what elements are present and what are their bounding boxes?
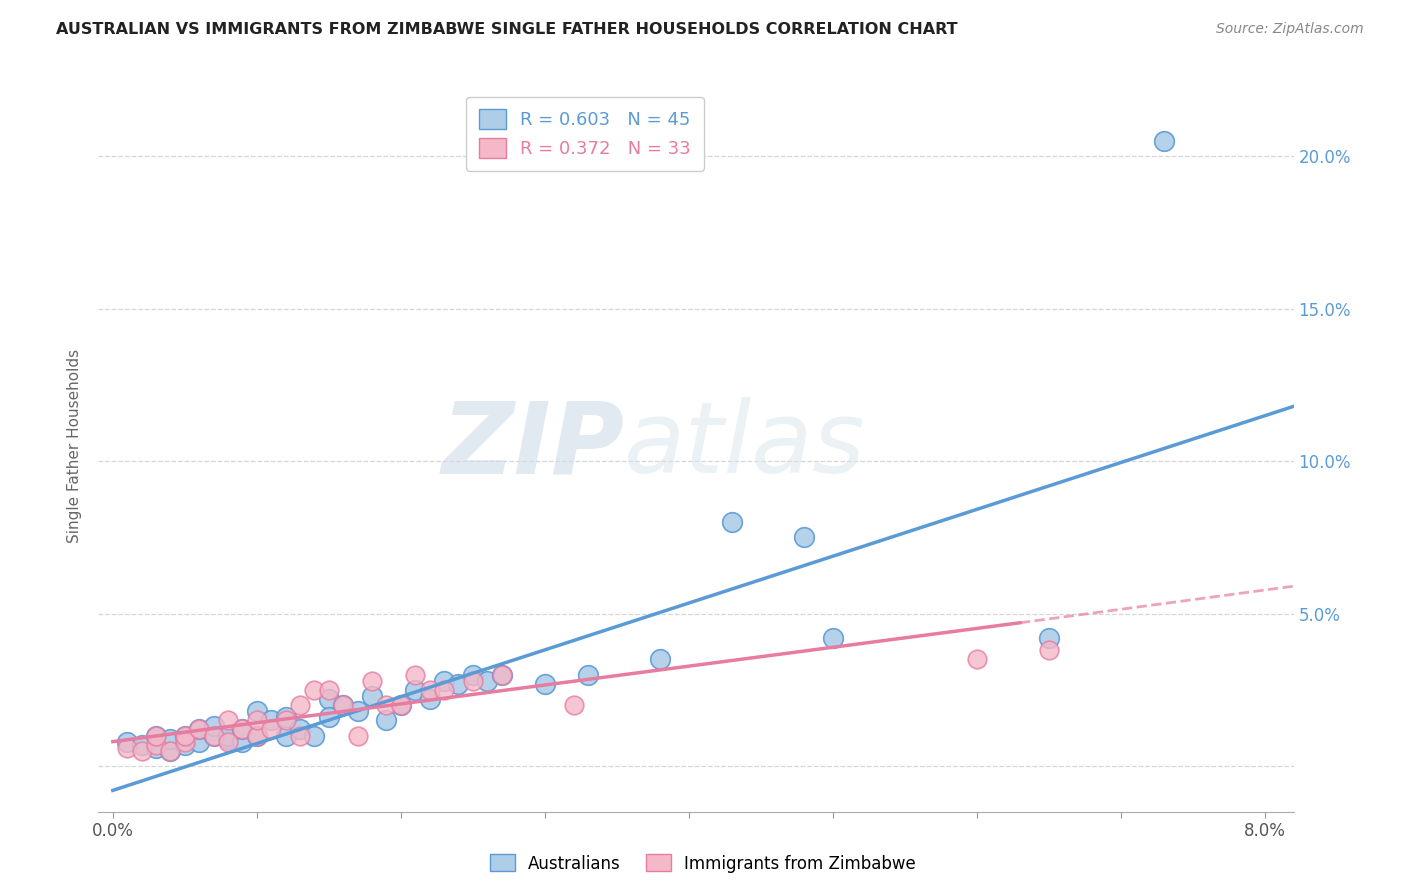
Legend: Australians, Immigrants from Zimbabwe: Australians, Immigrants from Zimbabwe <box>484 847 922 880</box>
Point <box>274 729 297 743</box>
Point <box>361 673 384 688</box>
Point <box>288 698 311 712</box>
Point <box>260 723 283 737</box>
Point <box>202 729 225 743</box>
Point <box>217 734 239 748</box>
Point <box>115 734 138 748</box>
Point <box>173 734 195 748</box>
Point <box>648 652 671 666</box>
Point <box>246 704 269 718</box>
Point <box>274 714 297 728</box>
Point <box>562 698 585 712</box>
Point <box>404 682 426 697</box>
Point <box>288 723 311 737</box>
Point <box>173 729 195 743</box>
Point <box>332 698 354 712</box>
Point <box>188 723 211 737</box>
Point <box>202 729 225 743</box>
Point <box>231 723 253 737</box>
Point <box>491 667 513 681</box>
Point <box>404 667 426 681</box>
Point <box>389 698 412 712</box>
Point <box>217 714 239 728</box>
Point <box>246 714 269 728</box>
Point <box>131 738 153 752</box>
Point <box>173 738 195 752</box>
Point <box>447 676 470 690</box>
Point <box>346 704 368 718</box>
Point <box>145 729 167 743</box>
Point <box>318 710 340 724</box>
Point <box>246 729 269 743</box>
Point <box>304 729 326 743</box>
Point <box>533 676 555 690</box>
Point <box>260 714 283 728</box>
Point <box>145 740 167 755</box>
Point <box>159 744 181 758</box>
Point <box>145 729 167 743</box>
Point <box>491 667 513 681</box>
Text: AUSTRALIAN VS IMMIGRANTS FROM ZIMBABWE SINGLE FATHER HOUSEHOLDS CORRELATION CHAR: AUSTRALIAN VS IMMIGRANTS FROM ZIMBABWE S… <box>56 22 957 37</box>
Point <box>246 729 269 743</box>
Y-axis label: Single Father Households: Single Father Households <box>67 349 83 543</box>
Point <box>173 729 195 743</box>
Point <box>389 698 412 712</box>
Point <box>304 682 326 697</box>
Point <box>318 682 340 697</box>
Legend: R = 0.603   N = 45, R = 0.372   N = 33: R = 0.603 N = 45, R = 0.372 N = 33 <box>465 96 703 170</box>
Point <box>721 515 744 529</box>
Text: Source: ZipAtlas.com: Source: ZipAtlas.com <box>1216 22 1364 37</box>
Point <box>231 734 253 748</box>
Text: atlas: atlas <box>624 398 866 494</box>
Point <box>188 723 211 737</box>
Point <box>821 631 844 645</box>
Point <box>202 719 225 733</box>
Point <box>419 682 441 697</box>
Point <box>131 744 153 758</box>
Point <box>346 729 368 743</box>
Point <box>1153 134 1175 148</box>
Point <box>477 673 499 688</box>
Point <box>115 740 138 755</box>
Point <box>145 738 167 752</box>
Point <box>274 710 297 724</box>
Point <box>793 530 815 544</box>
Point <box>217 729 239 743</box>
Point <box>217 731 239 746</box>
Text: ZIP: ZIP <box>441 398 624 494</box>
Point <box>461 667 484 681</box>
Point <box>159 744 181 758</box>
Point <box>419 692 441 706</box>
Point <box>231 723 253 737</box>
Point <box>966 652 988 666</box>
Point <box>288 729 311 743</box>
Point <box>332 698 354 712</box>
Point <box>318 692 340 706</box>
Point <box>461 673 484 688</box>
Point <box>1038 631 1060 645</box>
Point <box>375 698 398 712</box>
Point <box>375 714 398 728</box>
Point <box>433 673 456 688</box>
Point <box>361 689 384 703</box>
Point <box>576 667 599 681</box>
Point <box>433 682 456 697</box>
Point <box>159 731 181 746</box>
Point <box>1038 643 1060 657</box>
Point <box>188 734 211 748</box>
